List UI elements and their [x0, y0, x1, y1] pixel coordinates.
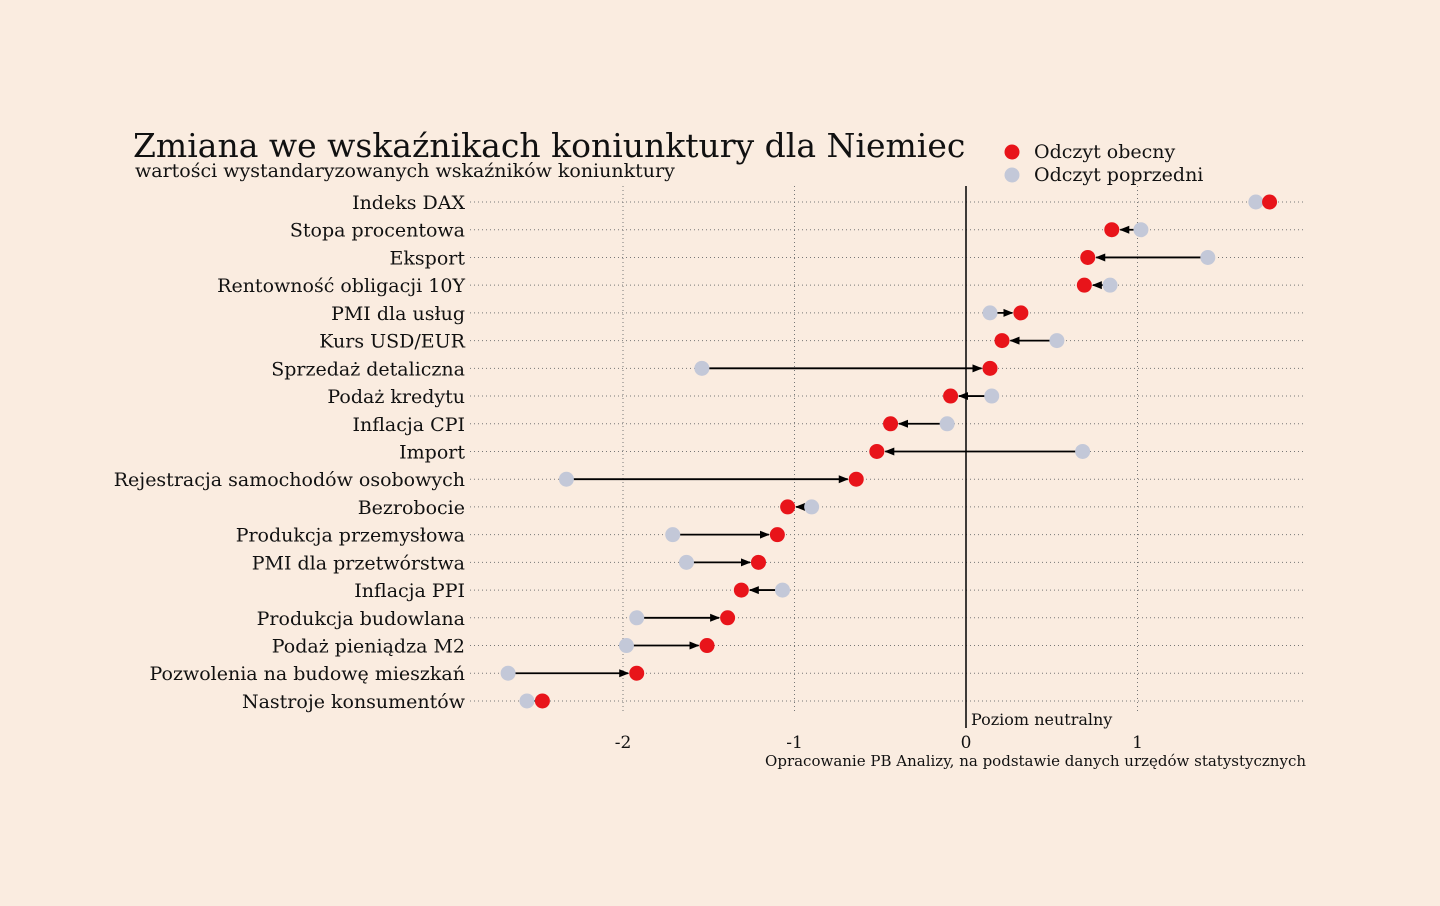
chart-rows: Indeks DAX Stopa procentowa Eksport Rentown…	[114, 192, 1305, 713]
category-label: Produkcja przemysłowa	[236, 525, 465, 547]
legend-label-previous: Odczyt poprzedni	[1034, 164, 1203, 186]
category-label: Rentowność obligacji 10Y	[217, 275, 465, 297]
previous-reading-point	[804, 499, 820, 515]
previous-reading-point	[1102, 277, 1118, 293]
chart-row: PMI dla usług	[331, 303, 1305, 325]
previous-reading-point	[774, 582, 790, 598]
category-label: Inflacja PPI	[354, 580, 465, 602]
current-reading-point	[699, 638, 715, 654]
x-tick-label: 1	[1132, 733, 1143, 753]
current-reading-point	[994, 333, 1010, 349]
category-label: PMI dla przetwórstwa	[252, 552, 465, 574]
legend-label-current: Odczyt obecny	[1034, 141, 1176, 163]
current-reading-point	[733, 582, 749, 598]
previous-reading-point	[629, 610, 645, 626]
current-reading-point	[982, 360, 998, 376]
current-reading-point	[720, 610, 736, 626]
current-reading-point	[1013, 305, 1029, 321]
current-reading-point	[1076, 277, 1092, 293]
neutral-level-label: Poziom neutralny	[971, 710, 1112, 729]
category-label: Stopa procentowa	[290, 220, 465, 242]
current-reading-point	[780, 499, 796, 515]
source-note: Opracowanie PB Analizy, na podstawie dan…	[765, 752, 1306, 770]
current-reading-point	[534, 693, 550, 709]
chart-row: Eksport	[390, 247, 1305, 269]
chart-row: Kurs USD/EUR	[319, 331, 1305, 353]
current-reading-point	[869, 443, 885, 459]
category-label: Podaż pieniądza M2	[272, 636, 465, 658]
category-label: PMI dla usług	[331, 303, 465, 325]
previous-reading-point	[618, 638, 634, 654]
category-label: Import	[399, 441, 465, 463]
chart-row: Nastroje konsumentów	[242, 691, 1305, 713]
x-axis: -2 -1 0 1	[615, 186, 1143, 753]
chart-row: Produkcja przemysłowa	[236, 525, 1305, 547]
current-reading-point	[848, 471, 864, 487]
chart-row: Sprzedaż detaliczna	[271, 358, 1305, 380]
previous-reading-point	[558, 471, 574, 487]
current-reading-point	[629, 665, 645, 681]
legend-marker-previous	[1004, 167, 1020, 183]
chart-row: Rentowność obligacji 10Y	[217, 275, 1305, 297]
x-tick-label: -2	[615, 733, 632, 753]
category-label: Produkcja budowlana	[257, 608, 465, 630]
category-label: Pozwolenia na budowę mieszkań	[150, 663, 466, 685]
previous-reading-point	[1200, 249, 1216, 265]
chart-row: Podaż kredytu	[327, 386, 1305, 408]
current-reading-point	[1262, 194, 1278, 210]
chart-row: Podaż pieniądza M2	[272, 636, 1305, 658]
previous-reading-point	[1133, 222, 1149, 238]
previous-reading-point	[678, 554, 694, 570]
current-reading-point	[769, 527, 785, 543]
current-reading-point	[1104, 222, 1120, 238]
previous-reading-point	[1049, 333, 1065, 349]
chart-row: Rejestracja samochodów osobowych	[114, 469, 1305, 491]
x-tick-label: 0	[961, 733, 972, 753]
category-label: Bezrobocie	[358, 497, 465, 519]
legend: Odczyt obecny Odczyt poprzedni	[1004, 141, 1203, 186]
chart-title: Zmiana we wskaźnikach koniunktury dla Ni…	[133, 126, 965, 165]
previous-reading-point	[982, 305, 998, 321]
previous-reading-point	[984, 388, 1000, 404]
chart-row: Inflacja PPI	[354, 580, 1305, 602]
current-reading-point	[943, 388, 959, 404]
previous-reading-point	[1075, 443, 1091, 459]
current-reading-point	[883, 416, 899, 432]
chart-row: Pozwolenia na budowę mieszkań	[150, 663, 1305, 685]
category-label: Rejestracja samochodów osobowych	[114, 469, 465, 491]
category-label: Kurs USD/EUR	[319, 331, 465, 353]
chart-row: Stopa procentowa	[290, 220, 1305, 242]
previous-reading-point	[500, 665, 516, 681]
chart-row: Indeks DAX	[352, 192, 1305, 214]
chart-row: Bezrobocie	[358, 497, 1305, 519]
previous-reading-point	[1248, 194, 1264, 210]
previous-reading-point	[694, 360, 710, 376]
previous-reading-point	[939, 416, 955, 432]
category-label: Sprzedaż detaliczna	[271, 358, 465, 380]
chart-row: Import	[399, 441, 1305, 463]
chart-row: Produkcja budowlana	[257, 608, 1305, 630]
chart-row: PMI dla przetwórstwa	[252, 552, 1305, 574]
previous-reading-point	[519, 693, 535, 709]
x-tick-label: -1	[786, 733, 803, 753]
category-label: Nastroje konsumentów	[242, 691, 466, 713]
legend-marker-current	[1004, 144, 1020, 160]
current-reading-point	[1080, 249, 1096, 265]
chart-subtitle: wartości wystandaryzowanych wskaźników k…	[135, 160, 675, 182]
chart-row: Inflacja CPI	[353, 414, 1305, 436]
category-label: Inflacja CPI	[353, 414, 465, 436]
category-label: Eksport	[390, 247, 466, 269]
category-label: Indeks DAX	[352, 192, 465, 214]
current-reading-point	[750, 554, 766, 570]
previous-reading-point	[665, 527, 681, 543]
category-label: Podaż kredytu	[327, 386, 465, 408]
